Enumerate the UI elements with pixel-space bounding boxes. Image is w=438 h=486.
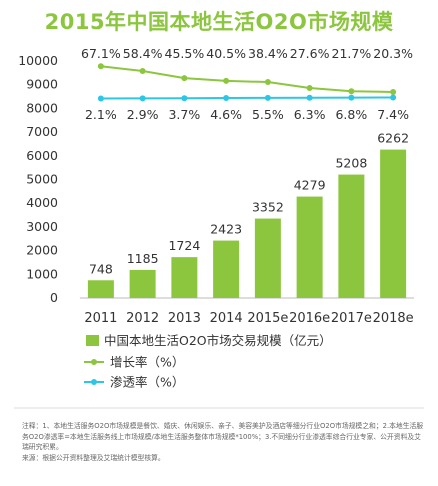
y-tick-label: 3000 (26, 219, 58, 234)
bar-value-label: 748 (89, 261, 113, 276)
y-tick-label: 1000 (26, 266, 58, 281)
x-tick-label: 2018e (373, 311, 414, 326)
legend-swatch-bars (86, 335, 99, 346)
y-tick-label: 0 (50, 290, 58, 305)
growth-rate-point (97, 63, 104, 70)
penetration-rate-label: 6.8% (335, 107, 367, 122)
x-tick-label: 2016e (289, 311, 330, 326)
growth-rate-label: 40.5% (206, 46, 246, 61)
penetration-rate-label: 3.7% (168, 107, 200, 122)
y-tick-label: 4000 (26, 195, 58, 210)
x-tick-label: 2011 (84, 311, 117, 326)
penetration-rate-label: 6.3% (294, 107, 326, 122)
penetration-rate-point (306, 94, 313, 101)
legend-marker-growth (91, 359, 97, 365)
chart-notes: 注释：1、本地生活服务O2O市场规模是餐饮、婚庆、休闲娱乐、亲子、美容美护及酒店… (22, 421, 426, 463)
legend-marker-penetration (91, 379, 97, 385)
bar (338, 174, 365, 298)
bar (296, 196, 323, 298)
bar (213, 240, 240, 298)
penetration-rate-label: 2.1% (85, 107, 117, 122)
penetration-rate-point (181, 95, 188, 102)
growth-rate-point (390, 89, 397, 95)
legend-label-growth: 增长率（%） (110, 355, 184, 370)
bar (254, 218, 281, 298)
penetration-rate-label: 4.6% (210, 107, 242, 122)
bar (129, 269, 156, 298)
growth-rate-label: 67.1% (81, 46, 121, 61)
penetration-rate-point (223, 95, 230, 102)
growth-rate-label: 27.6% (290, 46, 330, 61)
growth-rate-point (223, 77, 230, 84)
penetration-rate-label: 2.9% (127, 107, 159, 122)
growth-rate-label: 58.4% (123, 46, 163, 61)
growth-rate-label: 38.4% (248, 46, 288, 61)
growth-rate-label: 20.3% (373, 46, 413, 61)
growth-rate-label: 45.5% (165, 46, 205, 61)
penetration-rate-line (100, 96, 394, 100)
bar (87, 280, 114, 298)
growth-rate-point (306, 84, 313, 91)
y-tick-label: 6000 (26, 148, 58, 163)
y-tick-label: 10000 (18, 53, 58, 68)
growth-rate-label: 21.7% (332, 46, 372, 61)
notes-source: 来源：根据公开资料整理及艾瑞统计模型核算。 (22, 453, 165, 462)
growth-rate-point (181, 75, 188, 82)
y-tick-label: 8000 (26, 100, 58, 115)
bar-value-label: 4279 (294, 178, 326, 193)
penetration-rate-label: 7.4% (377, 107, 409, 122)
x-tick-label: 2017e (331, 311, 372, 326)
growth-rate-point (264, 79, 271, 86)
growth-rate-point (348, 88, 355, 95)
legend-label-bars: 中国本地生活O2O市场交易规模（亿元） (104, 333, 332, 348)
y-tick-label: 2000 (26, 243, 58, 258)
bar (380, 149, 407, 298)
bar-value-label: 6262 (377, 131, 409, 146)
bar (171, 257, 198, 298)
growth-rate-point (139, 68, 146, 75)
legend-label-penetration: 渗透率（%） (110, 375, 184, 390)
penetration-rate-point (390, 94, 397, 101)
bar-value-label: 2423 (210, 222, 242, 237)
x-tick-label: 2015e (247, 311, 288, 326)
y-tick-label: 7000 (26, 124, 58, 139)
growth-rate-line (100, 65, 394, 93)
penetration-rate-label: 5.5% (252, 107, 284, 122)
bar-value-label: 1185 (127, 251, 159, 266)
penetration-rate-point (139, 95, 146, 102)
penetration-rate-point (264, 94, 271, 101)
y-tick-label: 9000 (26, 77, 58, 92)
chart-title: 2015年中国本地生活O2O市场规模 (44, 10, 394, 34)
bar-value-label: 3352 (252, 200, 284, 215)
x-tick-label: 2013 (168, 311, 201, 326)
penetration-rate-point (97, 95, 104, 102)
bar-value-label: 5208 (335, 156, 367, 171)
x-tick-label: 2012 (126, 311, 159, 326)
x-tick-label: 2014 (210, 311, 243, 326)
notes-line-1: 注释：1、本地生活服务O2O市场规模是餐饮、婚庆、休闲娱乐、亲子、美容美护及酒店… (22, 422, 424, 451)
penetration-rate-point (348, 94, 355, 101)
bar-value-label: 1724 (168, 238, 200, 253)
y-tick-label: 5000 (26, 172, 58, 187)
